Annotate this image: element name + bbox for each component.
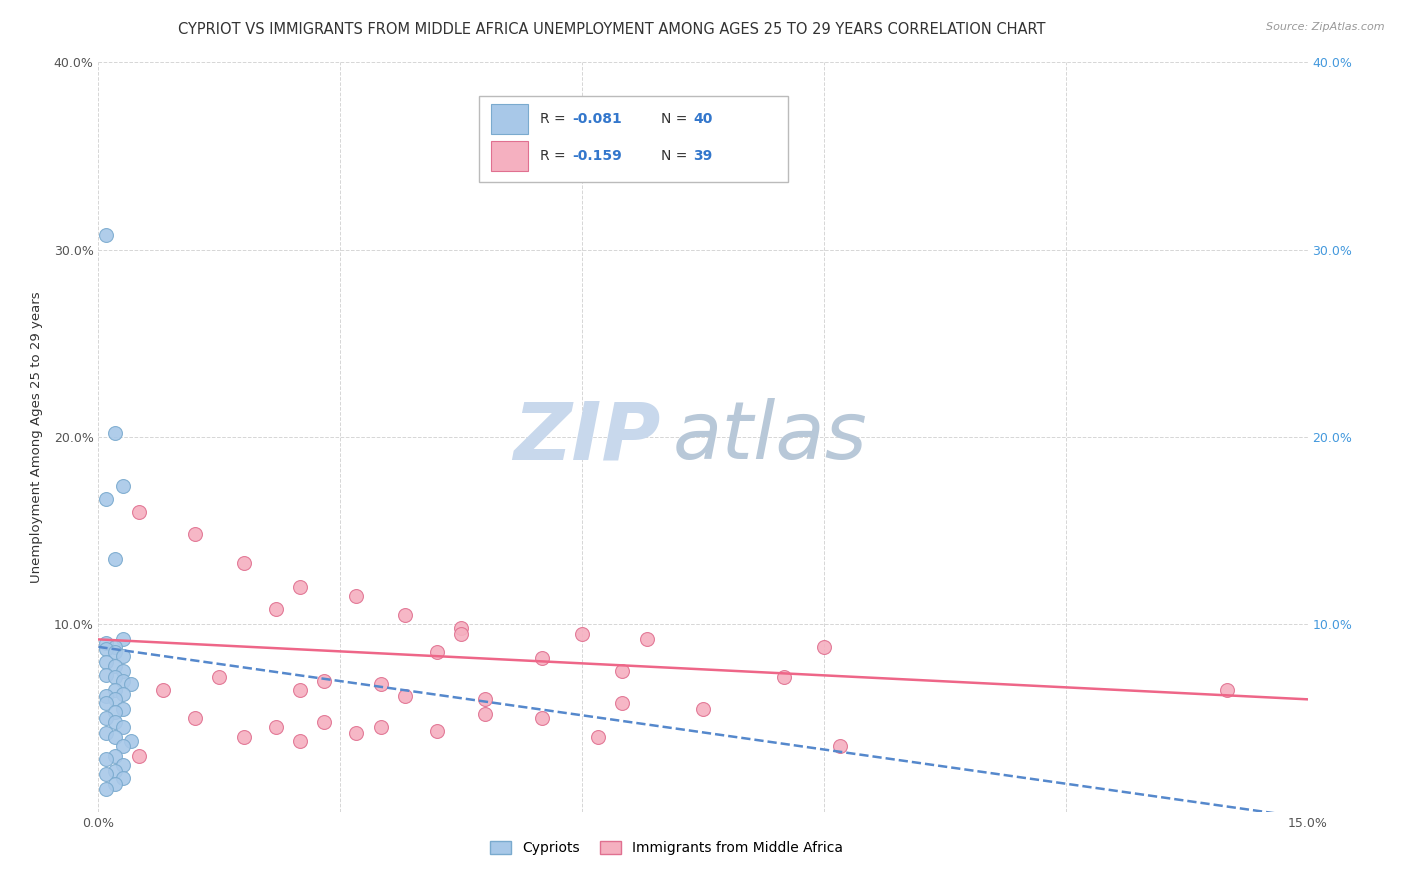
Point [96,752,118,766]
Point [288,580,311,594]
Point [1216,683,1239,698]
Point [96,491,118,506]
Point [96,711,118,725]
Point [288,683,311,698]
Point [111,479,134,493]
Point [111,739,134,753]
Bar [492,103,527,134]
Point [370,677,392,691]
Point [344,726,367,740]
Point [103,646,125,660]
Legend: Cypriots, Immigrants from Middle Africa: Cypriots, Immigrants from Middle Africa [485,836,849,861]
Point [120,677,142,691]
Point [96,668,118,682]
Point [103,426,125,441]
Text: 39: 39 [693,149,713,163]
Point [111,701,134,715]
Point [111,758,134,772]
Point [264,602,287,616]
FancyBboxPatch shape [479,96,787,182]
Point [103,714,125,729]
Text: N =: N = [661,112,692,126]
Point [450,626,472,640]
Point [96,655,118,669]
Point [96,689,118,703]
Point [184,711,207,725]
Point [128,505,150,519]
Point [208,670,231,684]
Point [474,692,496,706]
Point [474,707,496,722]
Point [111,721,134,735]
Point [232,556,254,570]
Point [344,590,367,604]
Point [111,649,134,664]
Point [103,551,125,566]
Point [103,670,125,684]
Point [103,658,125,673]
Point [96,641,118,656]
Point [96,767,118,781]
Text: R =: R = [540,112,569,126]
Point [232,730,254,744]
Point [394,689,416,703]
Point [111,664,134,679]
Point [772,670,794,684]
Point [128,748,150,763]
Point [103,730,125,744]
Point [96,782,118,797]
Point [692,701,714,715]
Point [636,632,658,647]
Point [571,626,593,640]
Point [96,636,118,650]
Text: N =: N = [661,149,692,163]
Point [184,527,207,541]
Point [828,739,851,753]
Point [314,714,336,729]
Point [111,673,134,688]
Point [111,687,134,701]
Point [450,621,472,635]
Point [264,721,287,735]
Text: -0.159: -0.159 [572,149,623,163]
Point [96,227,118,242]
Point [103,706,125,720]
Point [612,664,634,679]
Point [96,696,118,710]
Text: -0.081: -0.081 [572,112,623,126]
Point [152,683,174,698]
Point [96,726,118,740]
Point [103,640,125,654]
Point [103,683,125,698]
Text: R =: R = [540,149,569,163]
Point [111,771,134,785]
Text: atlas: atlas [672,398,868,476]
Point [426,646,449,660]
Point [111,632,134,647]
Point [530,651,553,665]
Text: 40: 40 [693,112,713,126]
Point [288,733,311,747]
Point [586,730,609,744]
Point [103,764,125,778]
Text: Source: ZipAtlas.com: Source: ZipAtlas.com [1267,22,1385,32]
Point [103,692,125,706]
Bar [492,141,527,171]
Point [813,640,835,654]
Point [370,721,392,735]
Point [314,673,336,688]
Point [120,733,142,747]
Text: CYPRIOT VS IMMIGRANTS FROM MIDDLE AFRICA UNEMPLOYMENT AMONG AGES 25 TO 29 YEARS : CYPRIOT VS IMMIGRANTS FROM MIDDLE AFRICA… [179,22,1045,37]
Point [612,696,634,710]
Y-axis label: Unemployment Among Ages 25 to 29 years: Unemployment Among Ages 25 to 29 years [30,292,42,582]
Point [394,608,416,623]
Text: ZIP: ZIP [513,398,661,476]
Point [530,711,553,725]
Point [103,776,125,791]
Point [103,748,125,763]
Point [426,724,449,739]
